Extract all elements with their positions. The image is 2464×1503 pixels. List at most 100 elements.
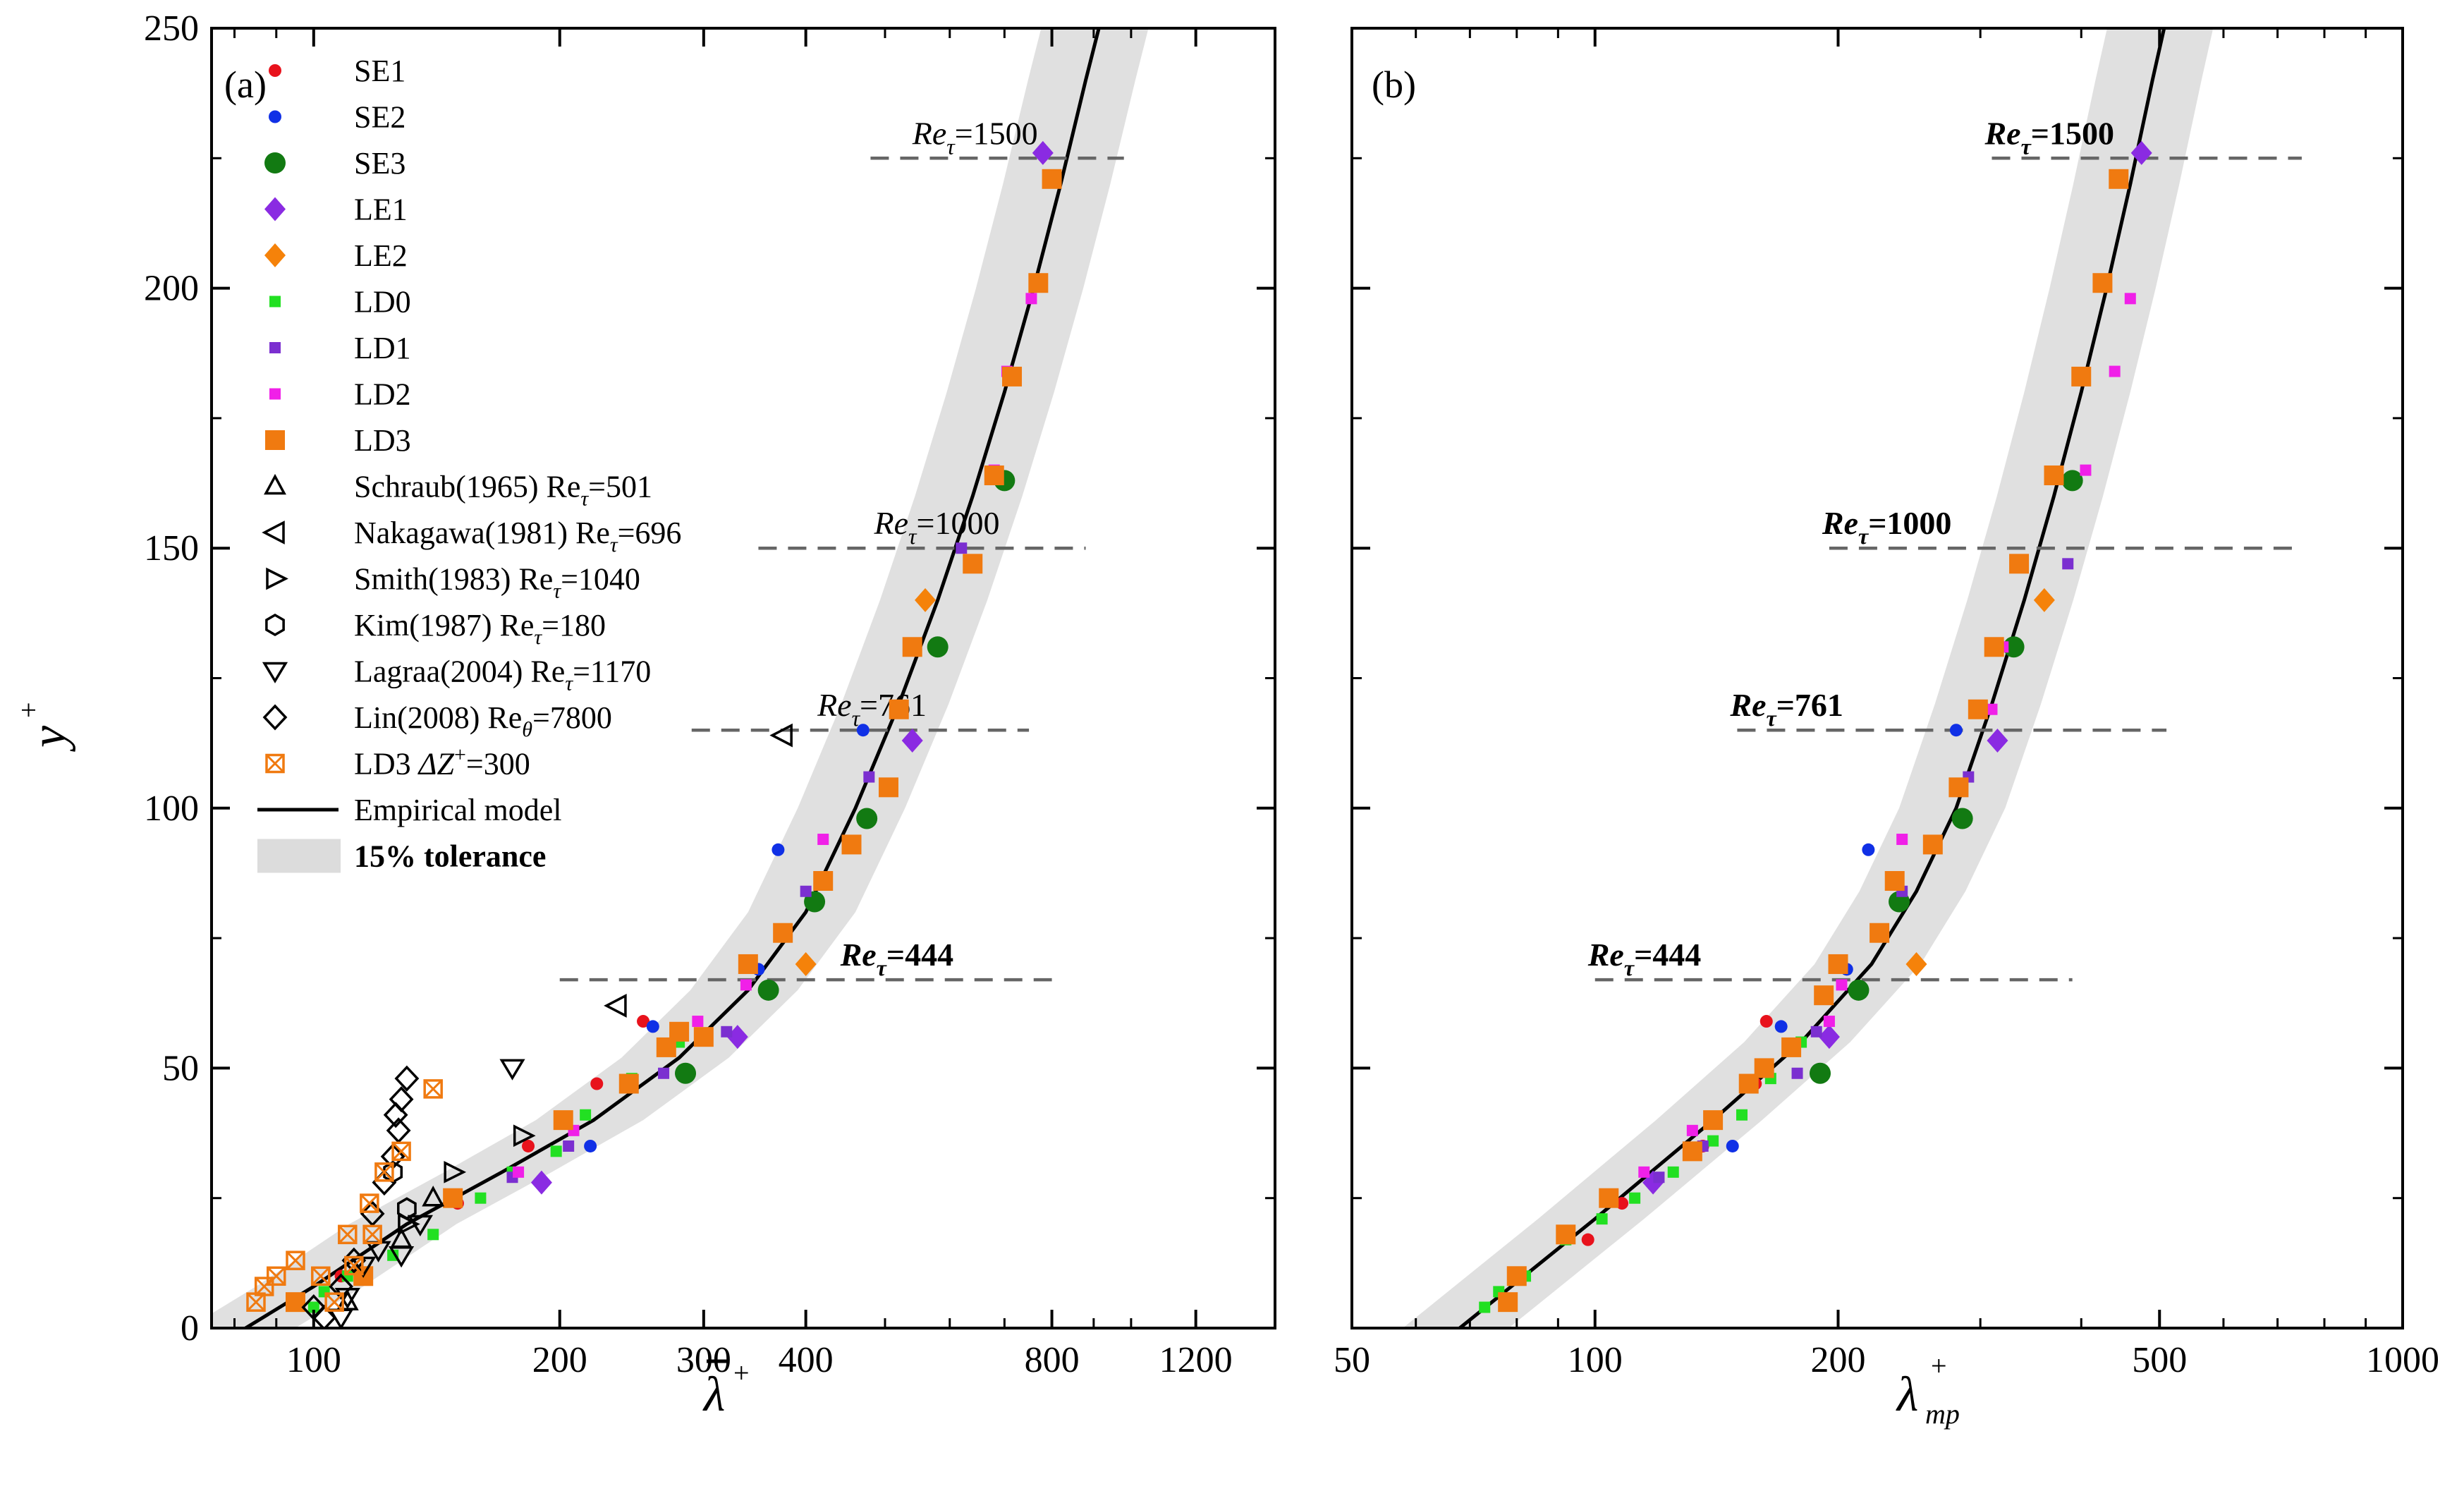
data-point-lin-2008- bbox=[329, 1273, 353, 1300]
data-point-le2 bbox=[795, 951, 817, 976]
data-point-ld2 bbox=[2124, 293, 2136, 305]
data-point-se2 bbox=[1949, 724, 1963, 737]
data-point-smith-1983- bbox=[513, 1124, 536, 1148]
data-point-ld3 bbox=[1781, 1037, 1802, 1057]
data-point-ld3 bbox=[984, 465, 1004, 485]
model-curve-a bbox=[242, 28, 1101, 1328]
legend-item: Smith(1983) Reτ=1040 bbox=[266, 562, 640, 603]
data-point-ld3 bbox=[963, 554, 983, 574]
data-point-le1 bbox=[1032, 140, 1054, 165]
data-point-ld3 bbox=[1870, 923, 1890, 943]
legend-marker bbox=[262, 662, 288, 683]
legend-item: LD1 bbox=[269, 331, 411, 365]
data-point-se3 bbox=[927, 636, 949, 658]
legend-marker bbox=[265, 753, 285, 774]
legend-label: LD0 bbox=[354, 285, 411, 320]
data-point-ld3 bbox=[878, 777, 898, 798]
data-point-ld3 bbox=[2044, 465, 2064, 485]
data-point-nakagawa-1981- bbox=[769, 723, 793, 748]
legend-item: Lin(2008) Reθ=7800 bbox=[262, 700, 612, 741]
data-point-ld3 bbox=[669, 1021, 690, 1042]
legend-item: Empirical model bbox=[257, 793, 561, 827]
legend-label: LE2 bbox=[354, 238, 408, 273]
data-point-ld2 bbox=[1823, 1016, 1835, 1028]
data-point-le1 bbox=[530, 1170, 552, 1195]
data-point-se3 bbox=[675, 1062, 697, 1084]
tolerance-band bbox=[1403, 28, 2214, 1328]
data-point-ld1 bbox=[1653, 1172, 1665, 1183]
legend-marker bbox=[269, 296, 281, 308]
legend-marker bbox=[269, 342, 281, 353]
data-point-lin-2008- bbox=[394, 1065, 420, 1092]
data-point-le1 bbox=[2130, 140, 2152, 165]
data-point-se1 bbox=[1616, 1197, 1629, 1210]
legend-item: SE1 bbox=[269, 54, 405, 88]
data-point-se1 bbox=[637, 1015, 650, 1028]
data-point-ld3 bbox=[1884, 871, 1905, 892]
data-point-le1 bbox=[1987, 728, 2008, 753]
x-tick-label: 200 bbox=[1811, 1340, 1866, 1380]
x-ticks-a: 100 200 300 400 800 1200 bbox=[233, 28, 1233, 1380]
data-point-ld0 bbox=[1479, 1301, 1491, 1313]
x-ticks-b: 50 100 200 500 1000 bbox=[1334, 28, 2439, 1380]
legend-item: Kim(1987) Reτ=180 bbox=[265, 608, 606, 649]
legend-item: LE1 bbox=[264, 193, 408, 227]
legend-label: LD3 bbox=[354, 423, 411, 458]
data-point-ld3 bbox=[738, 954, 758, 974]
y-tick-label: 100 bbox=[144, 789, 199, 829]
data-point-se3 bbox=[856, 808, 878, 829]
legend-label: Kim(1987) Reτ=180 bbox=[354, 608, 606, 649]
legend-marker bbox=[269, 64, 281, 77]
data-point-ld3-z-300 bbox=[362, 1224, 382, 1245]
data-point-ld0 bbox=[427, 1229, 439, 1241]
data-point-ld2 bbox=[2109, 365, 2121, 377]
x-tick-label: 800 bbox=[1025, 1340, 1080, 1380]
data-point-smith-1983- bbox=[398, 1212, 420, 1236]
re-label: Reτ=444 bbox=[840, 937, 954, 980]
data-point-lagraa-2004- bbox=[388, 1246, 415, 1268]
data-point-ld0 bbox=[475, 1192, 487, 1204]
y-tick-label: 200 bbox=[144, 269, 199, 309]
data-point-ld3 bbox=[1002, 366, 1023, 387]
data-point-se2 bbox=[584, 1139, 597, 1152]
data-point-ld3 bbox=[285, 1292, 305, 1313]
data-point-se3 bbox=[757, 979, 779, 1001]
data-point-ld0 bbox=[1736, 1109, 1748, 1121]
data-point-ld1 bbox=[956, 542, 968, 554]
legend-item: LD3 bbox=[265, 423, 411, 458]
data-point-ld2 bbox=[1686, 1124, 1698, 1136]
data-point-ld3 bbox=[1599, 1188, 1619, 1208]
data-point-ld3 bbox=[1984, 637, 2004, 657]
legend-band-swatch bbox=[257, 839, 341, 873]
legend-label: 15% tolerance bbox=[354, 839, 546, 874]
data-point-ld2 bbox=[1638, 1166, 1650, 1178]
data-point-se2 bbox=[1774, 1020, 1788, 1033]
x-tick-label: 100 bbox=[1568, 1340, 1623, 1380]
data-point-ld3-z-300 bbox=[286, 1251, 305, 1270]
data-point-se2 bbox=[771, 843, 785, 856]
legend-marker bbox=[264, 243, 286, 267]
legend-item: LD2 bbox=[269, 377, 411, 412]
data-point-ld3 bbox=[618, 1073, 639, 1094]
data-point-ld3 bbox=[1754, 1058, 1774, 1078]
data-point-ld0 bbox=[1667, 1166, 1679, 1178]
data-points-b bbox=[1479, 140, 2152, 1313]
data-point-ld1 bbox=[1791, 1067, 1803, 1079]
data-point-le2 bbox=[1905, 951, 1927, 976]
svg-text:y: y bbox=[22, 725, 76, 752]
data-point-ld3-z-300 bbox=[254, 1277, 274, 1296]
y-ticks-a: 0 50 100 150 200 250 bbox=[144, 8, 1275, 1349]
data-point-ld1 bbox=[658, 1067, 670, 1079]
data-point-ld3 bbox=[1948, 777, 1969, 798]
legend-label: LD1 bbox=[354, 331, 411, 365]
data-point-ld3 bbox=[443, 1188, 463, 1208]
data-point-ld3 bbox=[693, 1027, 714, 1047]
data-point-ld3 bbox=[2071, 366, 2092, 387]
panel-label-a: (a) bbox=[224, 63, 267, 106]
y-tick-label: 150 bbox=[144, 528, 199, 568]
legend-label: LD3 ΔZ+=300 bbox=[354, 743, 530, 781]
x-axis-title-b: λ + mp bbox=[1896, 1350, 1960, 1430]
data-point-le1 bbox=[901, 728, 923, 753]
